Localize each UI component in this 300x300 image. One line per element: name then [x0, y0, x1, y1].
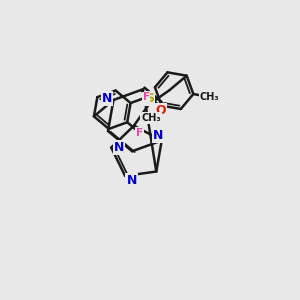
Text: O: O	[155, 104, 166, 117]
Text: F: F	[142, 92, 150, 102]
Text: N: N	[102, 92, 112, 105]
Text: F: F	[136, 128, 143, 138]
Text: CH₃: CH₃	[141, 113, 161, 123]
Text: N: N	[114, 141, 124, 154]
Text: N: N	[153, 129, 163, 142]
Text: N: N	[127, 174, 137, 187]
Text: CH₃: CH₃	[200, 92, 219, 102]
Text: S: S	[145, 92, 154, 105]
